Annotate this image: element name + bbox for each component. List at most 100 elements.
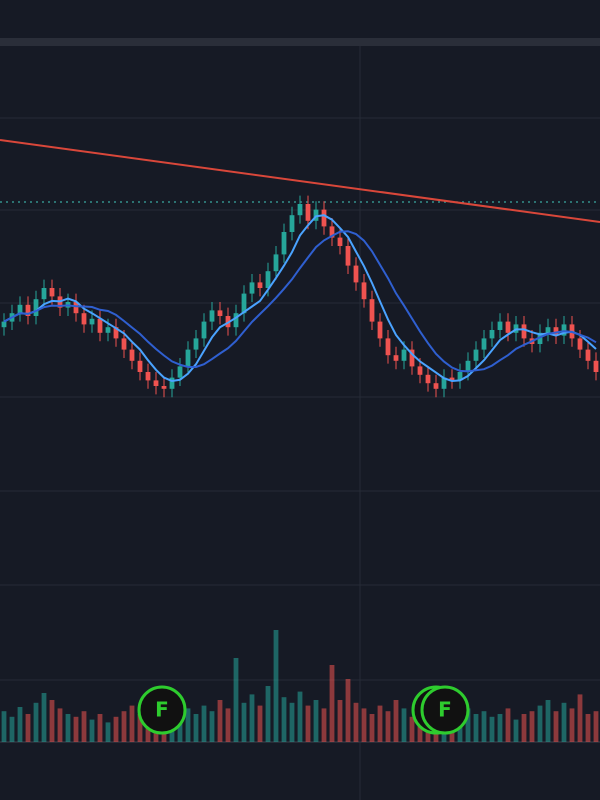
marker: F [137,685,187,735]
moving-average [3,214,597,383]
candle-body [433,383,439,389]
candle-body [257,282,263,288]
volume-bar [185,708,191,742]
candle-body [329,226,335,238]
candle-body [345,246,351,266]
volume-bar [81,711,87,742]
candle-body [305,204,311,221]
candle-body [193,338,199,350]
candle-body [457,372,463,381]
candle-body [361,282,367,300]
candle-body [337,237,343,246]
candle-body [89,318,95,325]
candle-body [441,377,447,389]
volume-bar [305,705,311,742]
candle-body [105,327,111,333]
volume-bar [329,665,335,742]
volume-bar [57,708,63,742]
candle-body [385,338,391,356]
candle-body [521,324,527,339]
volume-bar [209,711,215,742]
volume-bar [353,702,359,742]
volume-bar [137,714,143,742]
volume-bar [457,716,463,742]
candle-body [425,374,431,384]
candle-body [1,321,7,328]
volume-bar [401,708,407,742]
volume-bar [385,711,391,742]
candle-body [169,377,175,389]
volume-bar [41,693,47,742]
volume-bar [33,702,39,742]
candle-body [481,338,487,350]
candle-body [249,282,255,294]
candle-body [217,310,223,316]
volume-bar [569,708,575,742]
candle-body [585,349,591,361]
marker: F [411,685,470,735]
volume-bar [49,700,55,742]
candle-body [289,215,295,232]
volume-bar [241,702,247,742]
volume-bar [505,708,511,742]
volume-bar [377,705,383,742]
volume-bar [97,714,103,742]
candle-body [401,349,407,361]
candle-body [313,209,319,221]
candle-body [489,330,495,339]
volume-bar [465,708,471,742]
volume-bar [593,711,599,742]
volume-bar [73,716,79,742]
volume-bar [225,708,231,742]
volume-bar [257,705,263,742]
volume-bar [273,630,279,742]
top-bar [0,38,600,46]
candle-body [281,232,287,255]
candle-body [201,321,207,339]
volume-bar [129,705,135,742]
volume-bar [473,714,479,742]
volume-bar [177,716,183,742]
volume-bar [201,705,207,742]
volume-bar [521,714,527,742]
volume-bar [89,719,95,742]
volume-bar [529,711,535,742]
volume-bar [121,711,127,742]
candle-body [377,321,383,339]
volume-bar [585,714,591,742]
candle-body [297,204,303,216]
volume-bar [105,722,111,742]
candle-body [553,327,559,336]
volume-bar [233,658,239,742]
volume-bar [337,700,343,742]
candle-body [545,327,551,333]
volume-bar [393,700,399,742]
volume-bar [561,702,567,742]
volume-bar [1,711,7,742]
candle-body [497,321,503,330]
candle-body [353,265,359,283]
candle-body [417,366,423,375]
candle-body [145,372,151,381]
candle-body [593,360,599,372]
volume-bar [481,711,487,742]
ma-layer [3,214,597,383]
volume-bar [9,716,15,742]
volume-bar [65,714,71,742]
candle-body [393,355,399,361]
volume-bar [193,714,199,742]
candle-body [33,299,39,316]
candle-body [17,304,23,314]
candle-body [561,324,567,336]
volume-bar [113,716,119,742]
volume-bar [297,691,303,742]
volume-bar [409,716,415,742]
candle-body [137,360,143,372]
candle-body [465,360,471,372]
volume-bar [321,708,327,742]
trend-line [0,139,600,223]
candle-body [153,380,159,386]
candle-body [49,288,55,297]
candle-body [121,338,127,350]
